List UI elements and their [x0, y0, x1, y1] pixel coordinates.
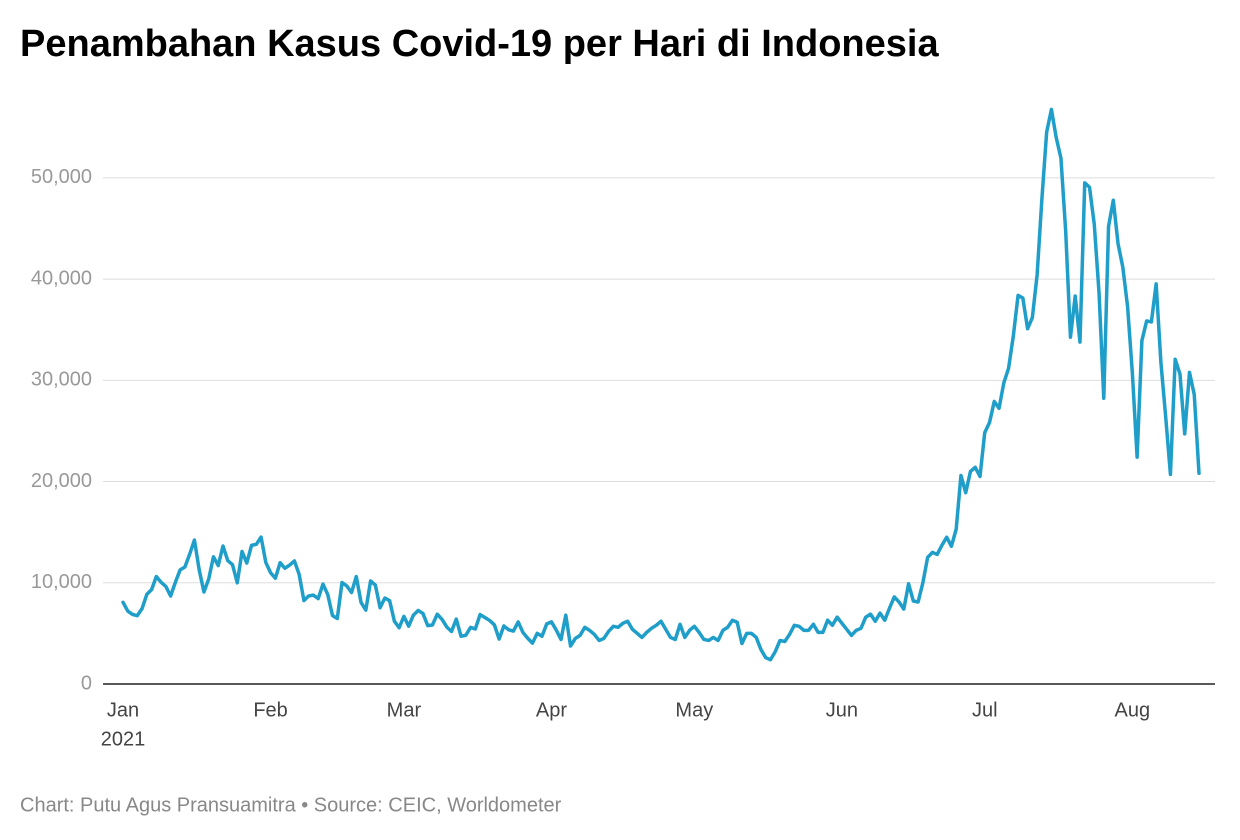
x-tick-label: Aug — [1115, 699, 1151, 721]
y-tick-label: 20,000 — [31, 470, 92, 492]
y-tick-label: 50,000 — [31, 166, 92, 188]
x-year-label: 2021 — [101, 728, 146, 750]
y-tick-label: 40,000 — [31, 267, 92, 289]
chart-title: Penambahan Kasus Covid-19 per Hari di In… — [20, 23, 939, 65]
chart-footer: Chart: Putu Agus Pransuamitra • Source: … — [20, 794, 562, 816]
x-tick-label: Apr — [536, 699, 567, 721]
series-line — [121, 107, 1201, 662]
x-tick-label: May — [675, 699, 713, 721]
y-tick-label: 30,000 — [31, 369, 92, 391]
y-tick-label: 0 — [81, 672, 92, 694]
x-tick-label: Jan — [107, 699, 139, 721]
x-tick-label: Jul — [972, 699, 998, 721]
y-tick-label: 10,000 — [31, 571, 92, 593]
x-tick-label: Feb — [253, 699, 287, 721]
x-tick-label: Mar — [387, 699, 422, 721]
x-tick-label: Jun — [826, 699, 858, 721]
